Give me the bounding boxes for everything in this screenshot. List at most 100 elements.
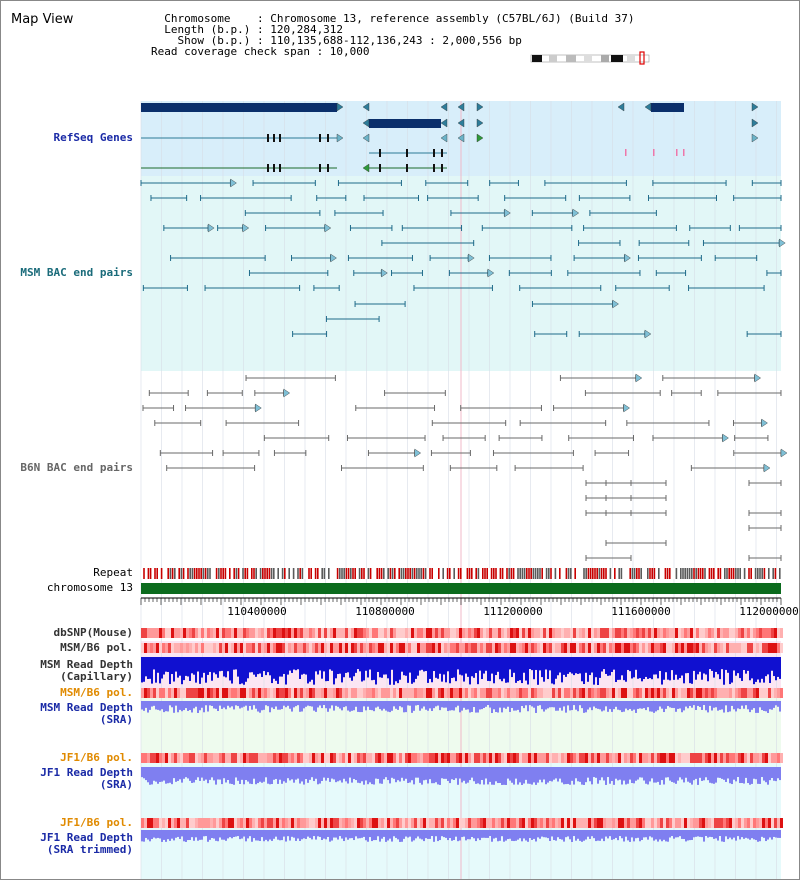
jf1-sra-depth-bar — [579, 767, 581, 782]
dbsnp-cell — [543, 628, 546, 638]
jf1-sra-depth-bar — [665, 767, 667, 778]
jf1-pol-cell — [594, 753, 597, 763]
jf1-sra-depth-bar — [275, 767, 277, 779]
jf1-pol-cell — [432, 753, 435, 763]
track-label-msm-b6-pol-2[interactable]: MSM/B6 pol. — [60, 686, 133, 699]
jf1-pol-cell — [144, 753, 147, 763]
track-label-msm-bac[interactable]: MSM BAC end pairs — [20, 266, 133, 279]
jf1-pol-cell — [318, 753, 321, 763]
repeat-element — [429, 568, 431, 579]
msm-capillary-depth-bar — [189, 657, 191, 681]
msm-sra-depth-bar — [335, 701, 337, 706]
dbsnp-cell — [663, 628, 666, 638]
msm-pol2-cell — [717, 688, 720, 698]
jf1-trimmed-depth-bar — [713, 830, 715, 839]
track-label-jf1-read-depth-sra[interactable]: JF1 Read Depth (SRA) — [40, 766, 133, 791]
track-label-msm-read-depth-sra[interactable]: MSM Read Depth (SRA) — [40, 701, 133, 726]
jf1-pol-cell — [537, 753, 540, 763]
repeat-element — [266, 568, 268, 579]
jf1-trimmed-depth-bar — [743, 830, 745, 839]
jf1-pol-cell — [468, 753, 471, 763]
repeat-element — [559, 568, 561, 579]
jf1-sra-depth-bar — [287, 767, 289, 779]
msm-capillary-depth-bar — [261, 657, 263, 677]
msm-sra-depth-bar — [389, 701, 391, 713]
msm-bac-pair-arrow — [572, 208, 580, 218]
jf1-trimmed-depth-bar — [467, 830, 469, 840]
msm-pol2-cell — [579, 688, 582, 698]
track-label-msm-b6-pol-1[interactable]: MSM/B6 pol. — [60, 641, 133, 654]
msm-capillary-depth-bar — [277, 657, 279, 684]
jf1-pol2-cell — [717, 818, 720, 828]
msm-pol-cell — [423, 643, 426, 653]
msm-sra-depth-bar — [485, 701, 487, 707]
msm-sra-depth-bar — [627, 701, 629, 711]
dbsnp-cell — [708, 628, 711, 638]
track-label-dbsnp[interactable]: dbSNP(Mouse) — [53, 626, 133, 639]
msm-sra-depth-bar — [505, 701, 507, 709]
msm-sra-depth-bar — [205, 701, 207, 706]
msm-sra-depth-bar — [655, 701, 657, 712]
msm-capillary-depth-bar — [147, 657, 149, 679]
msm-sra-depth-bar — [211, 701, 213, 706]
msm-sra-depth-bar — [305, 701, 307, 707]
msm-sra-depth-bar — [531, 701, 533, 707]
track-label-jf1-b6-pol-1[interactable]: JF1/B6 pol. — [60, 751, 133, 764]
jf1-trimmed-depth-bar — [759, 830, 761, 842]
dbsnp-cell — [459, 628, 462, 638]
track-label-refseq-genes[interactable]: RefSeq Genes — [53, 131, 133, 144]
jf1-trimmed-depth-bar — [315, 830, 317, 840]
msm-pol2-cell — [417, 688, 420, 698]
b6n-bac-pair-arrow — [623, 403, 630, 413]
msm-pol-cell — [153, 643, 156, 653]
jf1-sra-depth-bar — [691, 767, 693, 785]
jf1-pol-cell — [309, 753, 312, 763]
jf1-pol2-cell — [471, 818, 474, 828]
jf1-trimmed-depth-bar — [169, 830, 171, 841]
track-label-jf1-b6-pol-2[interactable]: JF1/B6 pol. — [60, 816, 133, 829]
dbsnp-cell — [144, 628, 147, 638]
jf1-sra-depth-bar — [317, 767, 319, 785]
gene-block — [141, 103, 337, 112]
jf1-pol-cell — [435, 753, 438, 763]
jf1-pol-cell — [567, 753, 570, 763]
jf1-pol-cell — [219, 753, 222, 763]
jf1-sra-depth-bar — [459, 767, 461, 779]
feature-arrow — [644, 102, 652, 112]
jf1-pol-cell — [741, 753, 744, 763]
repeat-element — [693, 568, 695, 579]
repeat-element — [563, 568, 565, 579]
repeat-element — [710, 568, 713, 579]
jf1-pol-cell — [339, 753, 342, 763]
track-label-msm-read-depth-capillary[interactable]: MSM Read Depth (Capillary) — [40, 658, 133, 683]
msm-bac-pair-arrow — [207, 223, 215, 233]
msm-sra-depth-bar — [379, 701, 381, 710]
msm-capillary-depth-bar — [723, 657, 725, 685]
jf1-trimmed-depth-bar — [205, 830, 207, 837]
track-label-jf1-read-depth-trimmed[interactable]: JF1 Read Depth (SRA trimmed) — [40, 831, 133, 856]
repeat-element — [636, 568, 638, 579]
repeat-element — [154, 568, 156, 579]
jf1-trimmed-depth-bar — [415, 830, 417, 839]
jf1-pol2-cell — [504, 818, 507, 828]
jf1-trimmed-depth-bar — [295, 830, 297, 841]
msm-sra-depth-bar — [481, 701, 483, 710]
jf1-trimmed-depth-bar — [739, 830, 741, 840]
track-label-b6n-bac[interactable]: B6N BAC end pairs — [20, 461, 133, 474]
exon — [273, 164, 275, 172]
msm-sra-depth-bar — [295, 701, 297, 707]
repeat-element — [506, 568, 508, 579]
jf1-pol2-cell — [756, 818, 759, 828]
msm-pol2-cell — [255, 688, 258, 698]
repeat-element — [325, 568, 328, 579]
repeat-element — [455, 568, 458, 579]
msm-pol-cell — [165, 643, 168, 653]
msm-pol-cell — [738, 643, 741, 653]
msm-pol-cell — [669, 643, 672, 653]
msm-sra-depth-bar — [625, 701, 627, 709]
jf1-sra-depth-bar — [609, 767, 611, 784]
msm-capillary-depth-bar — [421, 657, 423, 670]
jf1-sra-depth-bar — [427, 767, 429, 784]
jf1-trimmed-depth-bar — [239, 830, 241, 840]
